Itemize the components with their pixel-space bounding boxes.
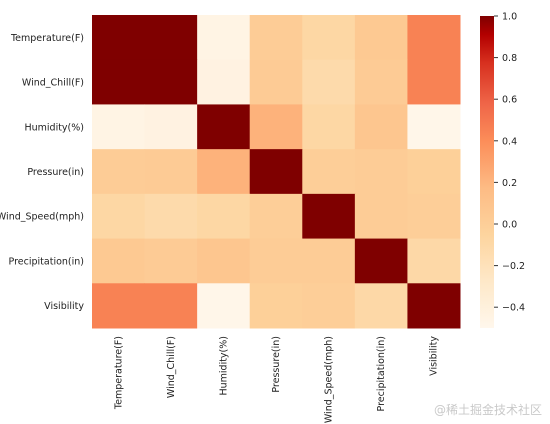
colorbar-tick-label: −0.4 [502,303,525,314]
y-tick-label: Wind_Chill(F) [22,78,84,89]
heatmap-cell [144,15,198,61]
heatmap-cell [144,149,198,195]
heatmap-cell [354,193,408,240]
heatmap-cell [249,283,303,329]
heatmap-cell [354,238,408,284]
heatmap-cell [197,104,251,150]
heatmap-cell [302,193,356,240]
colorbar-tick-label: 1.0 [502,12,517,23]
colorbar-tick-label: 0.0 [502,220,517,231]
heatmap-cell [92,283,146,329]
heatmap-cell [302,15,356,61]
heatmap-cell [302,104,356,150]
watermark: @稀土掘金技术社区 [433,403,542,417]
colorbar-tick-label: 0.8 [502,53,517,64]
x-tick-label: Wind_Chill(F) [166,336,177,398]
heatmap-cell [354,104,408,150]
heatmap-cell [302,283,356,329]
colorbar [480,16,494,328]
heatmap-cell [249,238,303,284]
heatmap-cell [249,149,303,195]
heatmap-cell [197,283,251,329]
heatmap-cell [249,104,303,150]
heatmap-cell [197,238,251,284]
heatmap-cell [92,15,146,61]
heatmap-cell [92,104,146,150]
heatmap-cell [92,149,146,195]
heatmap-cell [354,59,408,105]
heatmap-cell [144,238,198,284]
heatmap-cell [249,193,303,240]
heatmap-cell [302,149,356,195]
heatmap-cell [144,193,198,240]
heatmap-cell [354,283,408,329]
x-tick-label: Wind_Speed(mph) [324,336,335,423]
heatmap-cell [249,59,303,105]
colorbar-tick-label: 0.6 [502,95,517,106]
y-tick-label: Pressure(in) [27,167,84,178]
x-tick-label: Temperature(F) [113,336,124,410]
y-tick-labels: Temperature(F) Wind_Chill(F) Humidity(%) Pr… [0,33,84,312]
heatmap-cell [92,59,146,105]
heatmap-cell [407,149,461,195]
y-tick-label: Temperature(F) [10,33,84,44]
heatmap-cell [92,238,146,284]
heatmap-cell [144,283,198,329]
heatmap-cell [407,283,461,329]
y-tick-label: Visibility [44,301,84,312]
heatmap-cell [249,15,303,61]
x-tick-label: Pressure(in) [271,336,282,393]
x-tick-labels: Temperature(F) Wind_Chill(F) Humidity(%) Pr… [113,336,439,423]
colorbar-ticks: −0.4 −0.2 0.0 0.2 0.4 0.6 0.8 1.0 [494,12,525,314]
heatmap-cell [197,193,251,240]
heatmap-cell [302,238,356,284]
heatmap-cell [144,59,198,105]
heatmap-cell [354,149,408,195]
colorbar-tick-label: −0.2 [502,261,525,272]
y-tick-label: Wind_Speed(mph) [0,212,84,223]
heatmap-cell [407,104,461,150]
y-tick-label: Precipitation(in) [9,256,84,267]
x-tick-label: Humidity(%) [218,336,229,396]
heatmap-cell [407,15,461,61]
x-tick-label: Visibility [429,336,440,376]
heatmap-cells [92,15,461,329]
heatmap-cell [407,59,461,105]
heatmap-cell [407,238,461,284]
y-tick-label: Humidity(%) [24,122,84,133]
heatmap-cell [407,193,461,240]
heatmap-cell [197,59,251,105]
x-tick-label: Precipitation(in) [376,336,387,411]
colorbar-tick-label: 0.4 [502,136,517,147]
heatmap-cell [197,149,251,195]
colorbar-tick-label: 0.2 [502,178,517,189]
heatmap-cell [92,193,146,240]
heatmap-cell [354,15,408,61]
heatmap-cell [197,15,251,61]
heatmap-cell [302,59,356,105]
heatmap-cell [144,104,198,150]
